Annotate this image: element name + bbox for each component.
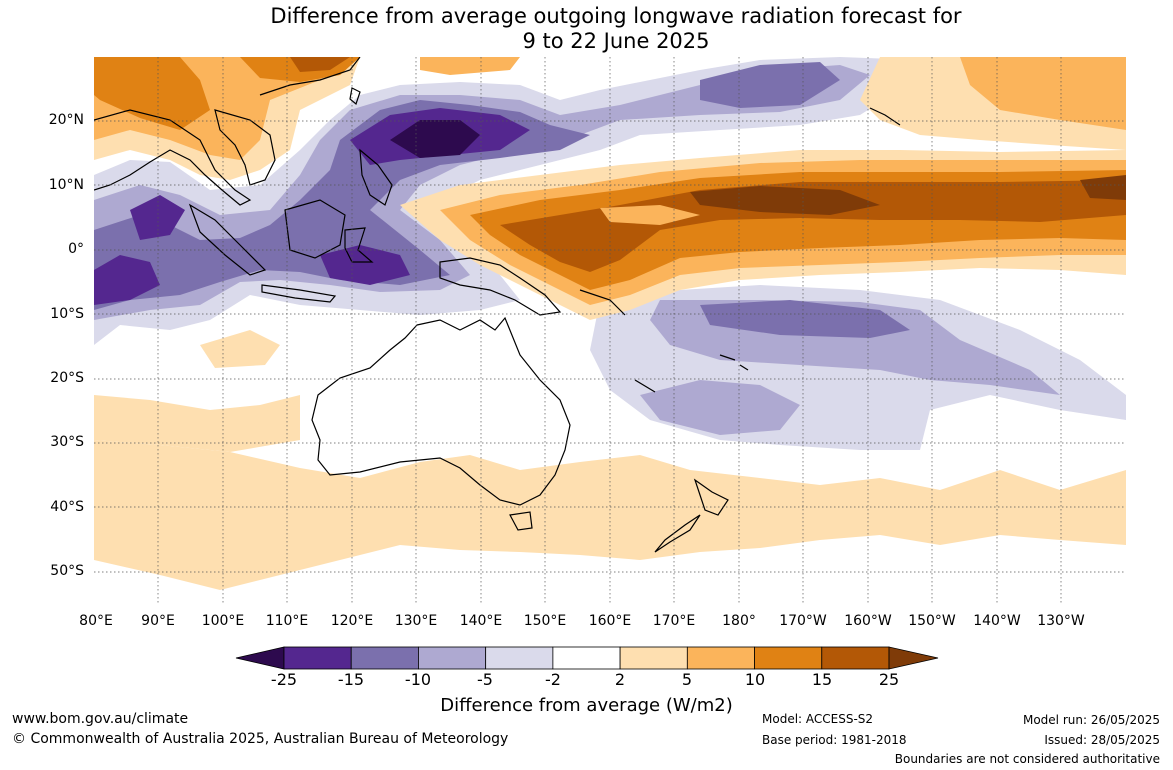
anomaly-region-spcz-strong bbox=[700, 300, 910, 338]
colorbar-cell bbox=[552, 646, 621, 670]
lon-label: 160°E bbox=[588, 613, 632, 629]
lon-label: 80°E bbox=[79, 613, 113, 629]
anomaly-region-eq-max2 bbox=[1080, 175, 1126, 200]
lon-label: 140°E bbox=[459, 613, 503, 629]
lon-label: 110°E bbox=[265, 613, 309, 629]
anomaly-region-np-mid bbox=[960, 57, 1126, 130]
colorbar-tick: -25 bbox=[270, 670, 298, 689]
colorbar-tick: 5 bbox=[681, 670, 693, 689]
lat-label: 0° bbox=[68, 241, 84, 257]
lat-label: 10°S bbox=[50, 306, 84, 322]
anomaly-region-eq-max bbox=[690, 186, 880, 215]
lon-label: 130°W bbox=[1037, 613, 1085, 629]
fiji-outline bbox=[719, 354, 749, 371]
lon-label: 170°E bbox=[652, 613, 696, 629]
anomaly-region-indian-deep2 bbox=[130, 195, 185, 240]
colorbar-tick: 2 bbox=[614, 670, 626, 689]
lon-label: 90°E bbox=[141, 613, 175, 629]
anomaly-shading bbox=[94, 57, 1126, 590]
anomaly-region-spcz-lower bbox=[640, 380, 800, 435]
colorbar-tick: -5 bbox=[477, 670, 493, 689]
colorbar-tick: 25 bbox=[878, 670, 900, 689]
lat-label: 40°S bbox=[50, 499, 84, 515]
lon-label: 150°E bbox=[523, 613, 567, 629]
lon-label: 180° bbox=[722, 613, 756, 629]
lon-label: 120°E bbox=[330, 613, 374, 629]
lon-label: 100°E bbox=[201, 613, 245, 629]
anomaly-region-eq-deep bbox=[500, 180, 1126, 272]
boundaries-disclaimer: Boundaries are not considered authoritat… bbox=[894, 752, 1160, 766]
colorbar-tick: -10 bbox=[404, 670, 432, 689]
colorbar-tick: 10 bbox=[744, 670, 766, 689]
colorbar-cell bbox=[418, 646, 487, 670]
colorbar-extend-low bbox=[235, 646, 285, 670]
base-period: Base period: 1981-2018 bbox=[762, 733, 907, 747]
coastlines bbox=[94, 57, 901, 553]
new-caledonia-outline bbox=[634, 379, 656, 393]
copyright-text: © Commonwealth of Australia 2025, Austra… bbox=[12, 731, 509, 747]
lat-label: 20°S bbox=[50, 370, 84, 386]
colorbar-tick: 15 bbox=[811, 670, 833, 689]
colorbar-cells bbox=[235, 646, 939, 670]
colorbar-extend-high bbox=[888, 646, 939, 670]
anomaly-region-se-asia-strong bbox=[94, 57, 210, 130]
new-zealand-north bbox=[693, 478, 729, 516]
hawaii-outline bbox=[869, 107, 901, 126]
sulawesi-outline bbox=[344, 227, 374, 263]
new-zealand-south bbox=[654, 514, 701, 553]
anomaly-region-indian-deep bbox=[94, 255, 160, 305]
colorbar-cell bbox=[686, 646, 755, 670]
philippines-outline bbox=[359, 148, 393, 206]
anomaly-region-pacific-north bbox=[700, 62, 840, 108]
lat-label: 10°N bbox=[48, 177, 84, 193]
colorbar-tick: -15 bbox=[337, 670, 365, 689]
colorbar-cell bbox=[619, 646, 688, 670]
sumatra-outline bbox=[188, 203, 267, 276]
lat-label: 30°S bbox=[50, 434, 84, 450]
lon-label: 170°W bbox=[779, 613, 827, 629]
anomaly-region-philippine-sea-max bbox=[390, 120, 480, 158]
lat-label: 50°S bbox=[50, 563, 84, 579]
colorbar-tick: -2 bbox=[545, 670, 561, 689]
anomaly-region-west-au-blob bbox=[200, 330, 280, 368]
colorbar-title: Difference from average (W/m2) bbox=[440, 695, 733, 716]
lon-label: 140°W bbox=[973, 613, 1021, 629]
australia-outline bbox=[311, 316, 571, 506]
map-title-line2: 9 to 22 June 2025 bbox=[522, 29, 710, 53]
indochina-outline bbox=[214, 109, 276, 186]
map-title: Difference from average outgoing longwav… bbox=[0, 4, 1173, 54]
website-link[interactable]: www.bom.gov.au/climate bbox=[12, 711, 189, 727]
anomaly-region-eq-inner bbox=[600, 205, 700, 225]
solomon-outline bbox=[579, 289, 626, 316]
lon-label: 150°W bbox=[908, 613, 956, 629]
map-title-line1: Difference from average outgoing longwav… bbox=[270, 4, 962, 28]
anomaly-region-sulawesi-deep bbox=[320, 245, 410, 285]
colorbar-cell bbox=[821, 646, 890, 670]
java-outline bbox=[261, 284, 337, 303]
colorbar-cell bbox=[485, 646, 554, 670]
issued-date: Issued: 28/05/2025 bbox=[1044, 733, 1160, 747]
colorbar-cell bbox=[283, 646, 352, 670]
se-asia-outline bbox=[94, 109, 252, 206]
new-guinea-outline bbox=[439, 257, 562, 316]
lon-label: 130°E bbox=[394, 613, 438, 629]
anomaly-region-south-indian bbox=[94, 395, 300, 452]
model-run-date: Model run: 26/05/2025 bbox=[1022, 713, 1160, 727]
anomaly-region-china-coast-deep bbox=[290, 57, 350, 72]
tasmania-outline bbox=[509, 511, 533, 531]
colorbar-cell bbox=[754, 646, 823, 670]
taiwan-outline bbox=[349, 87, 361, 106]
model-name: Model: ACCESS-S2 bbox=[762, 712, 874, 726]
anomaly-region-np-strip bbox=[420, 57, 520, 75]
gridlines bbox=[94, 57, 1126, 603]
anomaly-map bbox=[94, 57, 1126, 603]
china-coast-outline bbox=[259, 57, 361, 96]
colorbar-cell bbox=[350, 646, 419, 670]
lon-label: 160°W bbox=[844, 613, 892, 629]
lat-label: 20°N bbox=[48, 112, 84, 128]
